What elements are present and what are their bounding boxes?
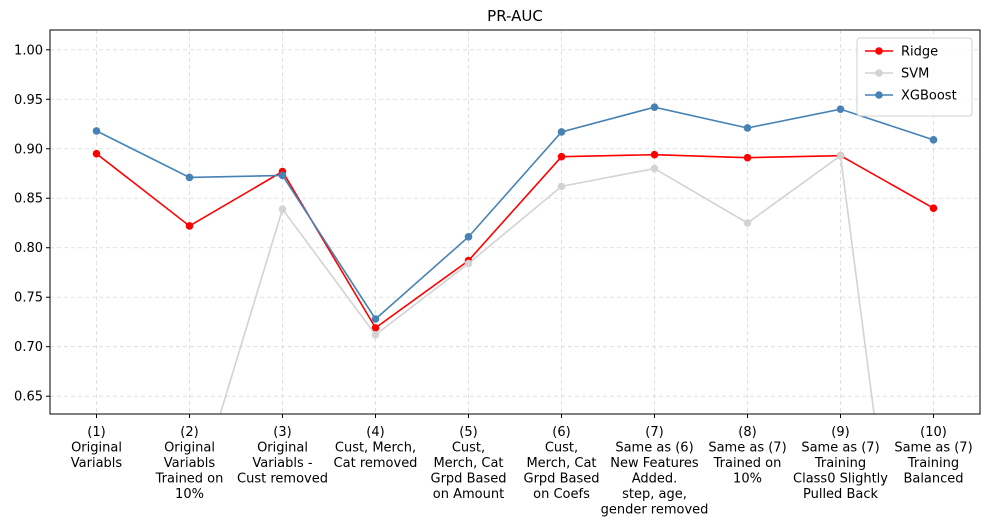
data-point [929, 204, 938, 212]
data-point [557, 128, 566, 136]
data-point [557, 152, 566, 161]
data-point [650, 150, 659, 159]
legend: Ridge SVM XGBoost [856, 37, 973, 117]
data-point [557, 182, 566, 191]
y-tick-label: 0.85 [14, 192, 43, 207]
x-tick-label: (5) Cust, Merch, Cat Grpd Based on Amount [431, 425, 507, 502]
x-tick-label: (2) Original Variabls Trained on 10% [155, 425, 224, 502]
legend-marker [875, 47, 883, 55]
x-tick-label: (7) Same as (6) New Features Added. step, ag… [601, 425, 709, 518]
chart-title: PR-AUC [487, 7, 543, 25]
data-point [743, 153, 752, 162]
data-point [185, 173, 194, 182]
data-point [186, 511, 194, 519]
data-point [371, 324, 380, 332]
y-tick-label: 0.90 [14, 142, 43, 157]
legend-label: XGBoost [901, 89, 957, 104]
data-point [464, 259, 473, 268]
series-line [96, 106, 934, 321]
data-point [464, 233, 473, 241]
x-tick-label: (6) Cust, Merch, Cat Grpd Based on Coefs [524, 425, 600, 502]
data-point [743, 124, 752, 132]
data-point [650, 164, 659, 173]
legend-marker [875, 69, 883, 77]
data-point [836, 151, 845, 160]
x-tick-label: (3) Original Variabls -Cust removed [237, 425, 328, 487]
data-point [929, 136, 938, 144]
legend-box [856, 37, 973, 117]
y-tick-label: 1.00 [14, 43, 43, 58]
legend-marker [875, 91, 883, 99]
y-tick-label: 0.80 [14, 241, 43, 256]
data-point [743, 219, 752, 227]
data-point [185, 222, 194, 230]
legend-label: SVM [901, 67, 929, 82]
x-tick-label: (4) Cust, Merch, Cat removed [334, 425, 418, 471]
y-tick-label: 0.75 [14, 291, 43, 306]
data-point [92, 127, 101, 135]
series-line [219, 154, 875, 414]
x-tick-label: (8) Same as (7) Trained on 10% [708, 425, 786, 487]
plot-area [92, 103, 938, 519]
series-line [96, 153, 934, 330]
axes-frame [49, 29, 981, 415]
data-point [371, 315, 380, 323]
data-point [371, 331, 380, 339]
grid [50, 30, 980, 414]
data-point [278, 205, 287, 213]
data-point [650, 103, 659, 111]
x-tick-label: (9) Same as (7) Training Class0 Slightly Pul… [793, 425, 888, 502]
data-point [836, 105, 845, 113]
legend-label: Ridge [901, 45, 938, 60]
data-point [278, 171, 287, 180]
x-tick-label: (1) Original Variabls [71, 425, 123, 471]
y-tick-label: 0.65 [14, 390, 43, 405]
data-point [92, 149, 101, 158]
x-tick-label: (10) Same as (7) Training Balanced [894, 425, 972, 487]
y-tick-label: 0.95 [14, 93, 43, 108]
y-tick-label: 0.70 [14, 340, 43, 355]
